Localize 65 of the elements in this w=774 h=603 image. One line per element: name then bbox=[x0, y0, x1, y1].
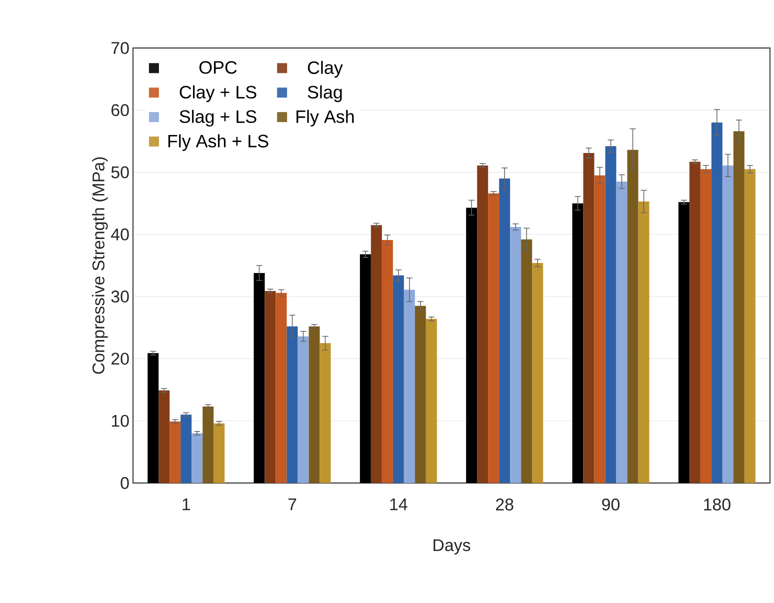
x-axis-title: Days bbox=[434, 539, 470, 555]
bar bbox=[594, 175, 606, 483]
legend-label: Clay + LS bbox=[180, 85, 256, 102]
bar bbox=[426, 318, 437, 483]
bar bbox=[627, 150, 638, 483]
x-tick-label: 28 bbox=[496, 498, 514, 511]
bar bbox=[700, 169, 712, 483]
x-tick-label: 14 bbox=[390, 498, 408, 510]
bar bbox=[722, 165, 734, 483]
y-tick-label: 60 bbox=[112, 104, 129, 116]
bar bbox=[638, 201, 650, 483]
bar bbox=[404, 290, 415, 483]
bar bbox=[689, 162, 700, 483]
x-tick-label: 7 bbox=[288, 498, 296, 510]
y-tick-label: 0 bbox=[120, 476, 129, 489]
y-tick-label: 40 bbox=[111, 228, 129, 240]
bar bbox=[382, 240, 393, 483]
bar bbox=[192, 433, 203, 483]
bar bbox=[605, 146, 616, 483]
bar bbox=[572, 203, 584, 483]
y-axis-title: Compressive Strength (MPa) bbox=[92, 157, 108, 374]
bar bbox=[466, 208, 478, 483]
bar bbox=[477, 165, 488, 483]
x-tick-label: 180 bbox=[704, 498, 730, 511]
bar bbox=[733, 131, 744, 483]
bar bbox=[254, 272, 265, 483]
bar bbox=[180, 414, 192, 483]
bar bbox=[414, 306, 426, 483]
legend-label: Fly Ash + LS bbox=[168, 134, 268, 152]
bar bbox=[370, 225, 382, 483]
bar bbox=[170, 421, 181, 483]
bar bbox=[286, 326, 298, 483]
y-tick-label: 70 bbox=[112, 42, 129, 54]
legend-label: Fly Ash bbox=[296, 110, 354, 127]
bar bbox=[744, 169, 756, 483]
bar bbox=[320, 343, 331, 483]
legend-label: Slag bbox=[308, 85, 342, 102]
bar bbox=[499, 178, 510, 483]
bar bbox=[298, 336, 309, 483]
bar bbox=[158, 390, 170, 483]
y-tick-label: 30 bbox=[111, 290, 129, 303]
bar bbox=[510, 226, 522, 483]
y-tick-label: 10 bbox=[112, 414, 129, 427]
bar bbox=[583, 153, 594, 483]
legend-label: Clay bbox=[308, 60, 343, 78]
bar bbox=[264, 290, 276, 483]
bar bbox=[488, 193, 500, 483]
bar bbox=[678, 202, 690, 483]
bar bbox=[214, 423, 225, 483]
legend-label: OPC bbox=[199, 61, 237, 74]
x-tick-label: 90 bbox=[602, 498, 620, 511]
bar bbox=[308, 326, 320, 483]
y-tick-label: 50 bbox=[111, 166, 129, 178]
bar bbox=[148, 353, 159, 483]
bar bbox=[711, 122, 722, 483]
bar bbox=[532, 263, 544, 483]
bar bbox=[392, 275, 404, 483]
x-tick-label: 1 bbox=[182, 498, 190, 510]
y-tick-label: 20 bbox=[112, 352, 129, 365]
bar bbox=[276, 292, 287, 483]
legend-label: Slag + LS bbox=[180, 110, 256, 127]
bar bbox=[616, 182, 628, 483]
bar bbox=[360, 254, 371, 483]
bar bbox=[202, 406, 214, 483]
bar bbox=[521, 239, 532, 483]
